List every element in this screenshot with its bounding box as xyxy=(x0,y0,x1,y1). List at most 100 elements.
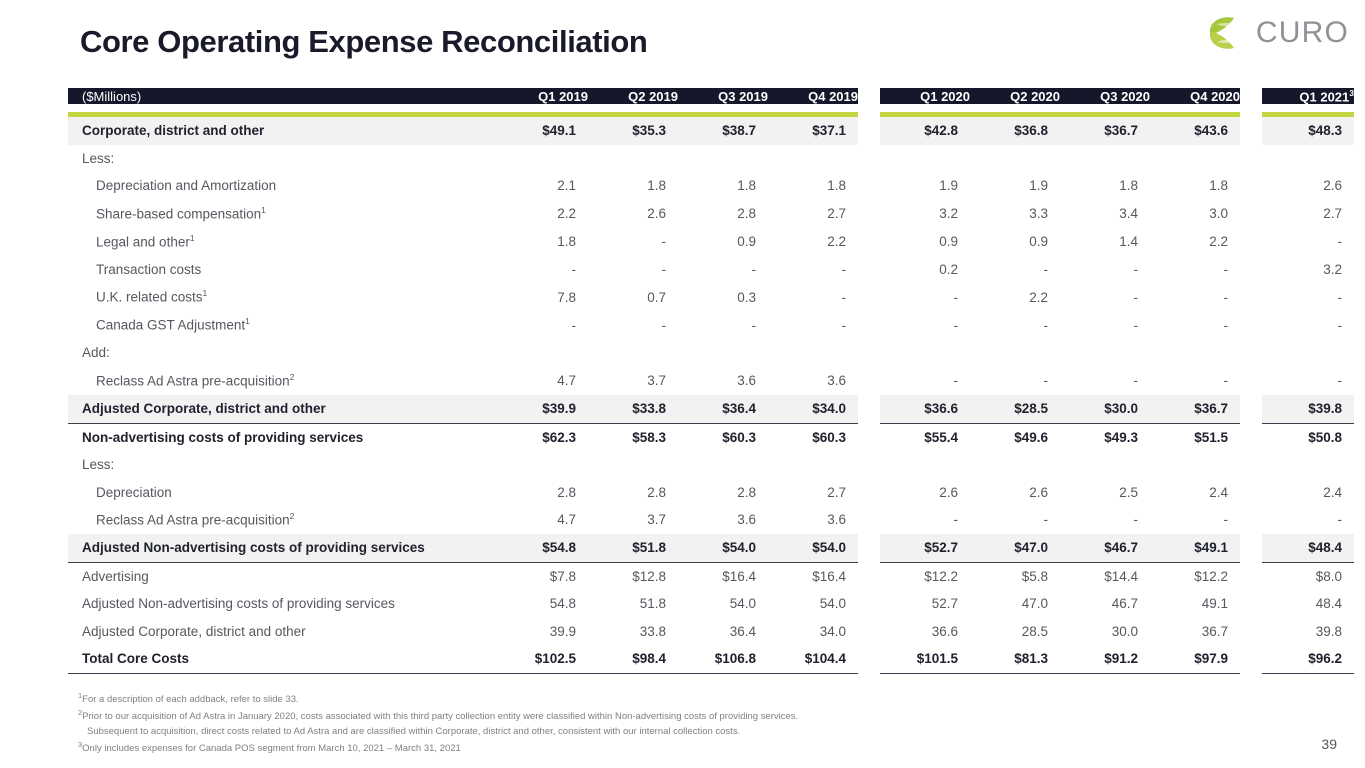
accent-strip-2020 xyxy=(1150,112,1240,118)
table-cell: - xyxy=(1133,373,1139,389)
table-cell xyxy=(1060,145,1150,173)
table-cell: $16.4 xyxy=(722,568,756,584)
group-gap xyxy=(1240,366,1262,395)
table-cell: - xyxy=(661,261,667,277)
row-label-text: Legal and other xyxy=(96,234,190,250)
table-cell xyxy=(498,339,588,367)
table-cell: $36.8 xyxy=(970,117,1060,145)
group-gap xyxy=(858,394,880,423)
table-row: Less: xyxy=(68,451,1354,479)
table-cell xyxy=(880,339,970,367)
col-header-q1-2020: Q1 2020 xyxy=(880,88,970,105)
table-cell: - xyxy=(571,317,577,333)
table-cell: $5.8 xyxy=(1021,568,1048,584)
col-header-q1-2019: Q1 2019 xyxy=(498,88,588,105)
row-label: Transaction costs xyxy=(68,256,498,284)
table-row: Share-based compensation1 2.2 2.6 2.8 2.7 3.2… xyxy=(68,199,1354,228)
core-operating-expense-table: ($Millions) Q1 2019 Q2 2019 Q3 2019 Q4 2… xyxy=(68,88,1354,674)
table-cell: 2.4 xyxy=(1323,484,1342,500)
table-cell: 2.2 xyxy=(827,234,846,250)
table-cell: 2.6 xyxy=(647,206,666,222)
table-cell: $49.1 xyxy=(1150,534,1240,563)
table-cell: $54.0 xyxy=(768,534,858,563)
row-label: Adjusted Corporate, district and other xyxy=(68,394,498,424)
row-footnote-marker: 2 xyxy=(289,511,295,522)
group-gap xyxy=(858,283,880,312)
group-gap xyxy=(858,117,880,145)
table-cell: $39.8 xyxy=(1262,394,1354,424)
col-header-q4-2020: Q4 2020 xyxy=(1150,88,1240,105)
row-label-text: Adjusted Corporate, district and other xyxy=(82,400,326,416)
table-cell: 2.8 xyxy=(737,484,756,500)
row-label-text: Advertising xyxy=(82,568,149,584)
page-title: Core Operating Expense Reconciliation xyxy=(80,24,648,59)
table-cell xyxy=(678,339,768,367)
row-label-text: Canada GST Adjustment xyxy=(96,317,246,333)
table-row: Reclass Ad Astra pre-acquisition2 4.7 3.7 3… xyxy=(68,366,1354,395)
row-label: Adjusted Non-advertising costs of provid… xyxy=(68,590,498,618)
row-label: Advertising xyxy=(68,562,498,590)
table-cell: $36.7 xyxy=(1060,117,1150,145)
table-cell: $52.7 xyxy=(880,534,970,563)
table-cell: 54.8 xyxy=(549,596,576,612)
footnote-3: 3Only includes expenses for Canada POS s… xyxy=(78,739,1108,756)
table-cell: - xyxy=(1043,261,1049,277)
group-gap xyxy=(1240,144,1262,173)
footnote-3-text: Only includes expenses for Canada POS se… xyxy=(82,743,461,755)
table-cell: $58.3 xyxy=(632,429,666,445)
table-cell: 3.2 xyxy=(939,206,958,222)
table-cell: $39.9 xyxy=(498,394,588,424)
table-cell: 28.5 xyxy=(1021,623,1048,639)
row-label: U.K. related costs1 xyxy=(68,283,498,311)
footnote-2-text: Prior to our acquisition of Ad Astra in … xyxy=(82,711,799,723)
row-label: Less: xyxy=(68,451,498,479)
table-cell xyxy=(678,451,768,479)
table-cell: $49.1 xyxy=(498,117,588,145)
table-cell: $60.3 xyxy=(812,429,846,445)
col-header-q1-2021-footnote-marker: 3 xyxy=(1349,88,1354,98)
table-cell: $38.7 xyxy=(678,117,768,145)
table-cell: $55.4 xyxy=(924,429,958,445)
table-cell: - xyxy=(953,512,959,528)
table-cell: $49.3 xyxy=(1104,429,1138,445)
table-cell: - xyxy=(1223,512,1229,528)
footnote-1-marker: 1 xyxy=(78,691,83,700)
table-cell: 54.0 xyxy=(819,596,846,612)
row-label: Depreciation xyxy=(68,479,498,507)
table-cell: 2.6 xyxy=(1323,178,1342,194)
table-cell: $14.4 xyxy=(1104,568,1138,584)
table-cell: $7.8 xyxy=(549,568,576,584)
table-cell: $12.2 xyxy=(924,568,958,584)
table-row: Adjusted Non-advertising costs of provid… xyxy=(68,534,1354,563)
accent-strip-label xyxy=(68,112,498,118)
table-cell: - xyxy=(1043,373,1049,389)
row-label: Corporate, district and other xyxy=(68,117,498,145)
table-cell: 7.8 xyxy=(557,289,576,305)
table-cell: - xyxy=(1133,512,1139,528)
table-cell: 0.9 xyxy=(737,234,756,250)
table-cell: $34.0 xyxy=(768,394,858,424)
group-gap xyxy=(1240,562,1262,591)
row-label-text: Reclass Ad Astra pre-acquisition xyxy=(96,373,290,389)
row-label: Share-based compensation1 xyxy=(68,200,498,228)
group-gap xyxy=(858,199,880,228)
table-cell: $47.0 xyxy=(970,534,1060,563)
table-cell: $8.0 xyxy=(1315,568,1342,584)
table-cell: - xyxy=(841,261,847,277)
table-cell: 0.2 xyxy=(939,261,958,277)
table-cell: - xyxy=(953,317,959,333)
table-cell xyxy=(768,145,858,173)
row-label-text: Adjusted Non-advertising costs of provid… xyxy=(82,540,425,556)
table-row: Add: xyxy=(68,339,1354,367)
row-label: Add: xyxy=(68,339,498,367)
group-gap-1 xyxy=(858,88,880,105)
table-row: Legal and other1 1.8 - 0.9 2.2 0.9 0.9 1.4 2.2 - xyxy=(68,227,1354,256)
table-cell xyxy=(588,451,678,479)
group-gap xyxy=(858,144,880,173)
col-header-q3-2020: Q3 2020 xyxy=(1060,88,1150,105)
group-gap xyxy=(1240,451,1262,479)
col-header-q2-2019: Q2 2019 xyxy=(588,88,678,105)
table-cell xyxy=(1150,339,1240,367)
table-cell: 33.8 xyxy=(639,623,666,639)
table-header-row: ($Millions) Q1 2019 Q2 2019 Q3 2019 Q4 2… xyxy=(68,88,1354,105)
